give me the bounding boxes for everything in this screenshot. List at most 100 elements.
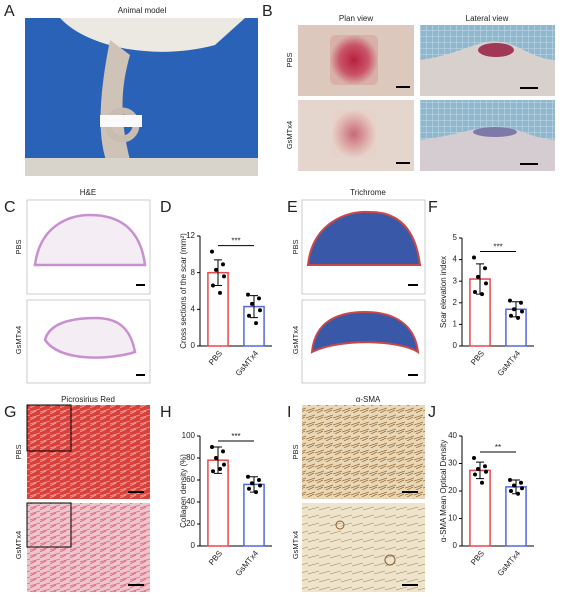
significance-label: ** xyxy=(495,443,501,452)
panel-letter: D xyxy=(160,199,172,216)
data-point xyxy=(211,283,215,288)
x-tick-label: GsMTx4 xyxy=(496,548,523,577)
data-point xyxy=(222,274,226,279)
data-point xyxy=(254,490,258,495)
x-tick-label: PBS xyxy=(207,549,224,567)
data-point xyxy=(257,478,261,482)
y-tick-label: 0 xyxy=(453,341,458,350)
row-label: PBS xyxy=(14,444,23,459)
data-point xyxy=(258,308,262,313)
row-label: PBS xyxy=(285,52,294,67)
photo-plan-gsmtx4 xyxy=(298,100,414,171)
panel-title: Animal model xyxy=(118,6,167,15)
image-he-pbs xyxy=(26,199,151,295)
y-tick-label: 20 xyxy=(448,486,457,495)
y-axis-label: α-SMA Mean Optical Density xyxy=(439,440,448,542)
significance-label: *** xyxy=(231,432,240,441)
error-bar xyxy=(476,461,484,480)
image-sma-pbs xyxy=(302,405,425,499)
data-point xyxy=(484,469,488,474)
row-label: GsMTx4 xyxy=(291,326,300,354)
y-tick-label: 0 xyxy=(191,341,196,350)
data-point xyxy=(250,301,254,306)
data-point xyxy=(484,281,488,286)
data-point xyxy=(472,255,476,260)
row-label: GsMTx4 xyxy=(291,531,300,559)
data-point xyxy=(480,480,484,485)
data-point xyxy=(476,274,480,279)
y-tick-label: 100 xyxy=(182,431,196,440)
panel-letter: H xyxy=(160,404,172,421)
x-tick-label: GsMTx4 xyxy=(234,548,261,577)
data-point xyxy=(520,309,524,314)
data-point xyxy=(210,445,214,449)
panel-title: Trichrome xyxy=(350,188,386,197)
panel-letter: C xyxy=(4,199,16,216)
y-tick-label: 2 xyxy=(453,298,458,307)
x-tick-label: PBS xyxy=(469,349,486,367)
data-point xyxy=(508,298,512,303)
y-tick-label: 12 xyxy=(186,231,195,240)
y-tick-label: 3 xyxy=(453,276,458,285)
data-point xyxy=(520,486,524,491)
error-bar xyxy=(250,295,258,319)
data-point xyxy=(218,290,222,295)
data-point xyxy=(221,262,225,267)
panel-letter: J xyxy=(428,404,436,421)
image-picrosirius-gsmtx4 xyxy=(26,502,150,592)
data-point xyxy=(473,290,477,294)
data-point xyxy=(509,313,513,318)
data-point xyxy=(257,296,261,301)
data-point xyxy=(512,483,516,488)
y-tick-label: 10 xyxy=(448,514,457,523)
x-tick-label: PBS xyxy=(207,349,224,367)
image-trichrome-pbs xyxy=(301,199,426,295)
data-point xyxy=(247,313,251,318)
y-tick-label: 0 xyxy=(453,541,458,550)
bar xyxy=(243,483,265,547)
y-tick-label: 60 xyxy=(186,475,195,484)
row-label: PBS xyxy=(291,444,300,459)
data-point xyxy=(516,491,520,496)
photo-animal xyxy=(25,18,258,176)
data-point xyxy=(247,486,251,491)
y-tick-label: 40 xyxy=(186,497,195,506)
panel-title: Picrosirius Red xyxy=(61,395,115,404)
y-tick-label: 5 xyxy=(453,233,458,242)
y-axis-label: Cross sections of the scar (mm²) xyxy=(179,233,188,349)
y-tick-label: 4 xyxy=(453,255,458,264)
data-point xyxy=(210,249,214,254)
photo-plan-pbs xyxy=(298,25,414,96)
image-trichrome-gsmtx4 xyxy=(301,299,426,384)
data-point xyxy=(258,483,262,488)
y-tick-label: 1 xyxy=(453,320,458,329)
y-tick-label: 30 xyxy=(448,459,457,468)
x-tick-label: GsMTx4 xyxy=(496,348,523,377)
y-tick-label: 80 xyxy=(186,453,195,462)
data-point xyxy=(214,456,218,460)
column-title: Plan view xyxy=(339,14,373,23)
data-point xyxy=(483,266,487,271)
row-label: GsMTx4 xyxy=(285,121,294,149)
panel-letter: F xyxy=(428,199,438,216)
y-tick-label: 40 xyxy=(448,431,457,440)
panel-letter: G xyxy=(4,404,16,421)
data-point xyxy=(519,300,523,305)
data-point xyxy=(250,481,254,486)
data-point xyxy=(509,489,513,493)
y-tick-label: 20 xyxy=(186,519,195,528)
data-point xyxy=(211,469,215,474)
panel-letter: I xyxy=(287,404,291,421)
significance-label: *** xyxy=(231,237,240,246)
significance-label: *** xyxy=(493,243,502,252)
data-point xyxy=(222,462,226,467)
image-sma-gsmtx4 xyxy=(302,503,425,592)
y-tick-label: 4 xyxy=(191,304,196,313)
y-axis-label: Collagen density (%) xyxy=(179,454,188,528)
bar xyxy=(505,486,527,547)
data-point xyxy=(473,472,477,477)
panel-letter: E xyxy=(287,199,298,216)
panel-letter: A xyxy=(4,3,15,20)
